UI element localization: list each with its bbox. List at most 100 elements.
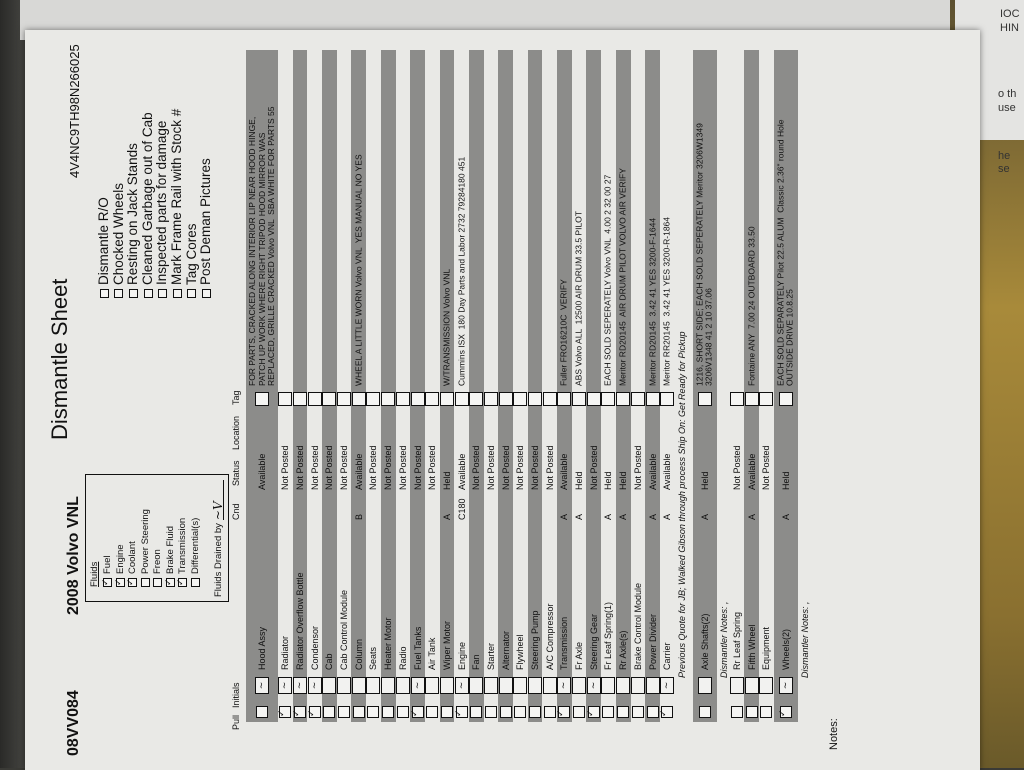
- pull-checkbox[interactable]: [587, 706, 600, 718]
- tag-checkbox[interactable]: [337, 392, 352, 406]
- pull-checkbox[interactable]: [745, 706, 758, 718]
- tag-checkbox[interactable]: [697, 392, 712, 406]
- pull-checkbox[interactable]: [529, 706, 542, 718]
- pull-checkbox[interactable]: [543, 706, 556, 718]
- initials-box[interactable]: [697, 677, 712, 694]
- initials-box[interactable]: [498, 677, 513, 694]
- pull-checkbox[interactable]: [382, 706, 395, 718]
- checkbox[interactable]: [187, 289, 197, 298]
- fluid-checkbox[interactable]: [165, 578, 175, 587]
- tag-checkbox[interactable]: [469, 392, 484, 406]
- initials-box[interactable]: [729, 677, 744, 694]
- pull-checkbox[interactable]: [617, 706, 630, 718]
- initials-box[interactable]: [483, 677, 498, 694]
- checkbox[interactable]: [143, 289, 153, 298]
- tag-checkbox[interactable]: [557, 392, 572, 406]
- initials-box[interactable]: ~: [307, 677, 322, 694]
- tag-checkbox[interactable]: [322, 392, 337, 406]
- tag-checkbox[interactable]: [307, 392, 322, 406]
- checkbox[interactable]: [99, 289, 109, 298]
- tag-checkbox[interactable]: [454, 392, 469, 406]
- pull-checkbox[interactable]: [730, 706, 743, 718]
- pull-checkbox[interactable]: [646, 706, 659, 718]
- pull-checkbox[interactable]: [779, 706, 792, 718]
- tag-checkbox[interactable]: [645, 392, 660, 406]
- pull-checkbox[interactable]: [411, 706, 424, 718]
- tag-checkbox[interactable]: [513, 392, 528, 406]
- checkbox[interactable]: [201, 289, 211, 298]
- pull-checkbox[interactable]: [352, 706, 365, 718]
- tag-checkbox[interactable]: [255, 392, 269, 406]
- pull-checkbox[interactable]: [426, 706, 439, 718]
- initials-box[interactable]: [469, 677, 484, 694]
- initials-box[interactable]: ~: [255, 677, 269, 694]
- fluid-checkbox[interactable]: [115, 578, 125, 587]
- tag-checkbox[interactable]: [425, 392, 440, 406]
- initials-box[interactable]: [744, 677, 759, 694]
- initials-box[interactable]: [513, 677, 528, 694]
- pull-checkbox[interactable]: [455, 706, 468, 718]
- initials-box[interactable]: [630, 677, 645, 694]
- initials-box[interactable]: ~: [410, 677, 425, 694]
- pull-checkbox[interactable]: [484, 706, 497, 718]
- initials-box[interactable]: [425, 677, 440, 694]
- tag-checkbox[interactable]: [381, 392, 396, 406]
- pull-checkbox[interactable]: [396, 706, 409, 718]
- pull-checkbox[interactable]: [367, 706, 380, 718]
- pull-checkbox[interactable]: [558, 706, 571, 718]
- pull-checkbox[interactable]: [602, 706, 615, 718]
- tag-checkbox[interactable]: [744, 392, 759, 406]
- initials-box[interactable]: [645, 677, 660, 694]
- initials-box[interactable]: [351, 677, 366, 694]
- pull-checkbox[interactable]: [256, 706, 268, 718]
- tag-checkbox[interactable]: [395, 392, 410, 406]
- tag-checkbox[interactable]: [528, 392, 543, 406]
- fluid-checkbox[interactable]: [178, 578, 187, 587]
- signature[interactable]: ~V: [211, 480, 225, 521]
- tag-checkbox[interactable]: [729, 392, 744, 406]
- tag-checkbox[interactable]: [439, 392, 454, 406]
- pull-checkbox[interactable]: [661, 706, 674, 718]
- tag-checkbox[interactable]: [351, 392, 366, 406]
- checkbox[interactable]: [158, 289, 168, 298]
- pull-checkbox[interactable]: [499, 706, 512, 718]
- initials-box[interactable]: [381, 677, 396, 694]
- pull-checkbox[interactable]: [440, 706, 453, 718]
- tag-checkbox[interactable]: [630, 392, 645, 406]
- pull-checkbox[interactable]: [338, 706, 351, 718]
- pull-checkbox[interactable]: [470, 706, 483, 718]
- initials-box[interactable]: ~: [557, 677, 572, 694]
- fluid-checkbox[interactable]: [190, 578, 200, 587]
- fluid-checkbox[interactable]: [103, 578, 112, 587]
- initials-box[interactable]: [759, 677, 774, 694]
- initials-box[interactable]: [528, 677, 543, 694]
- initials-box[interactable]: ~: [278, 677, 293, 694]
- pull-checkbox[interactable]: [698, 706, 711, 718]
- initials-box[interactable]: [366, 677, 381, 694]
- pull-checkbox[interactable]: [573, 706, 586, 718]
- tag-checkbox[interactable]: [278, 392, 293, 406]
- pull-checkbox[interactable]: [514, 706, 527, 718]
- pull-checkbox[interactable]: [631, 706, 644, 718]
- tag-checkbox[interactable]: [498, 392, 513, 406]
- tag-checkbox[interactable]: [660, 392, 675, 406]
- tag-checkbox[interactable]: [586, 392, 601, 406]
- tag-checkbox[interactable]: [601, 392, 616, 406]
- initials-box[interactable]: [439, 677, 454, 694]
- tag-checkbox[interactable]: [778, 392, 793, 406]
- tag-checkbox[interactable]: [572, 392, 587, 406]
- initials-box[interactable]: [322, 677, 337, 694]
- tag-checkbox[interactable]: [483, 392, 498, 406]
- checkbox[interactable]: [114, 289, 124, 298]
- tag-checkbox[interactable]: [410, 392, 425, 406]
- initials-box[interactable]: [572, 677, 587, 694]
- initials-box[interactable]: [616, 677, 631, 694]
- pull-checkbox[interactable]: [323, 706, 336, 718]
- checkbox[interactable]: [128, 289, 138, 298]
- initials-box[interactable]: [601, 677, 616, 694]
- tag-checkbox[interactable]: [616, 392, 631, 406]
- checkbox[interactable]: [172, 289, 182, 298]
- pull-checkbox[interactable]: [279, 706, 292, 718]
- initials-box[interactable]: [542, 677, 557, 694]
- pull-checkbox[interactable]: [308, 706, 321, 718]
